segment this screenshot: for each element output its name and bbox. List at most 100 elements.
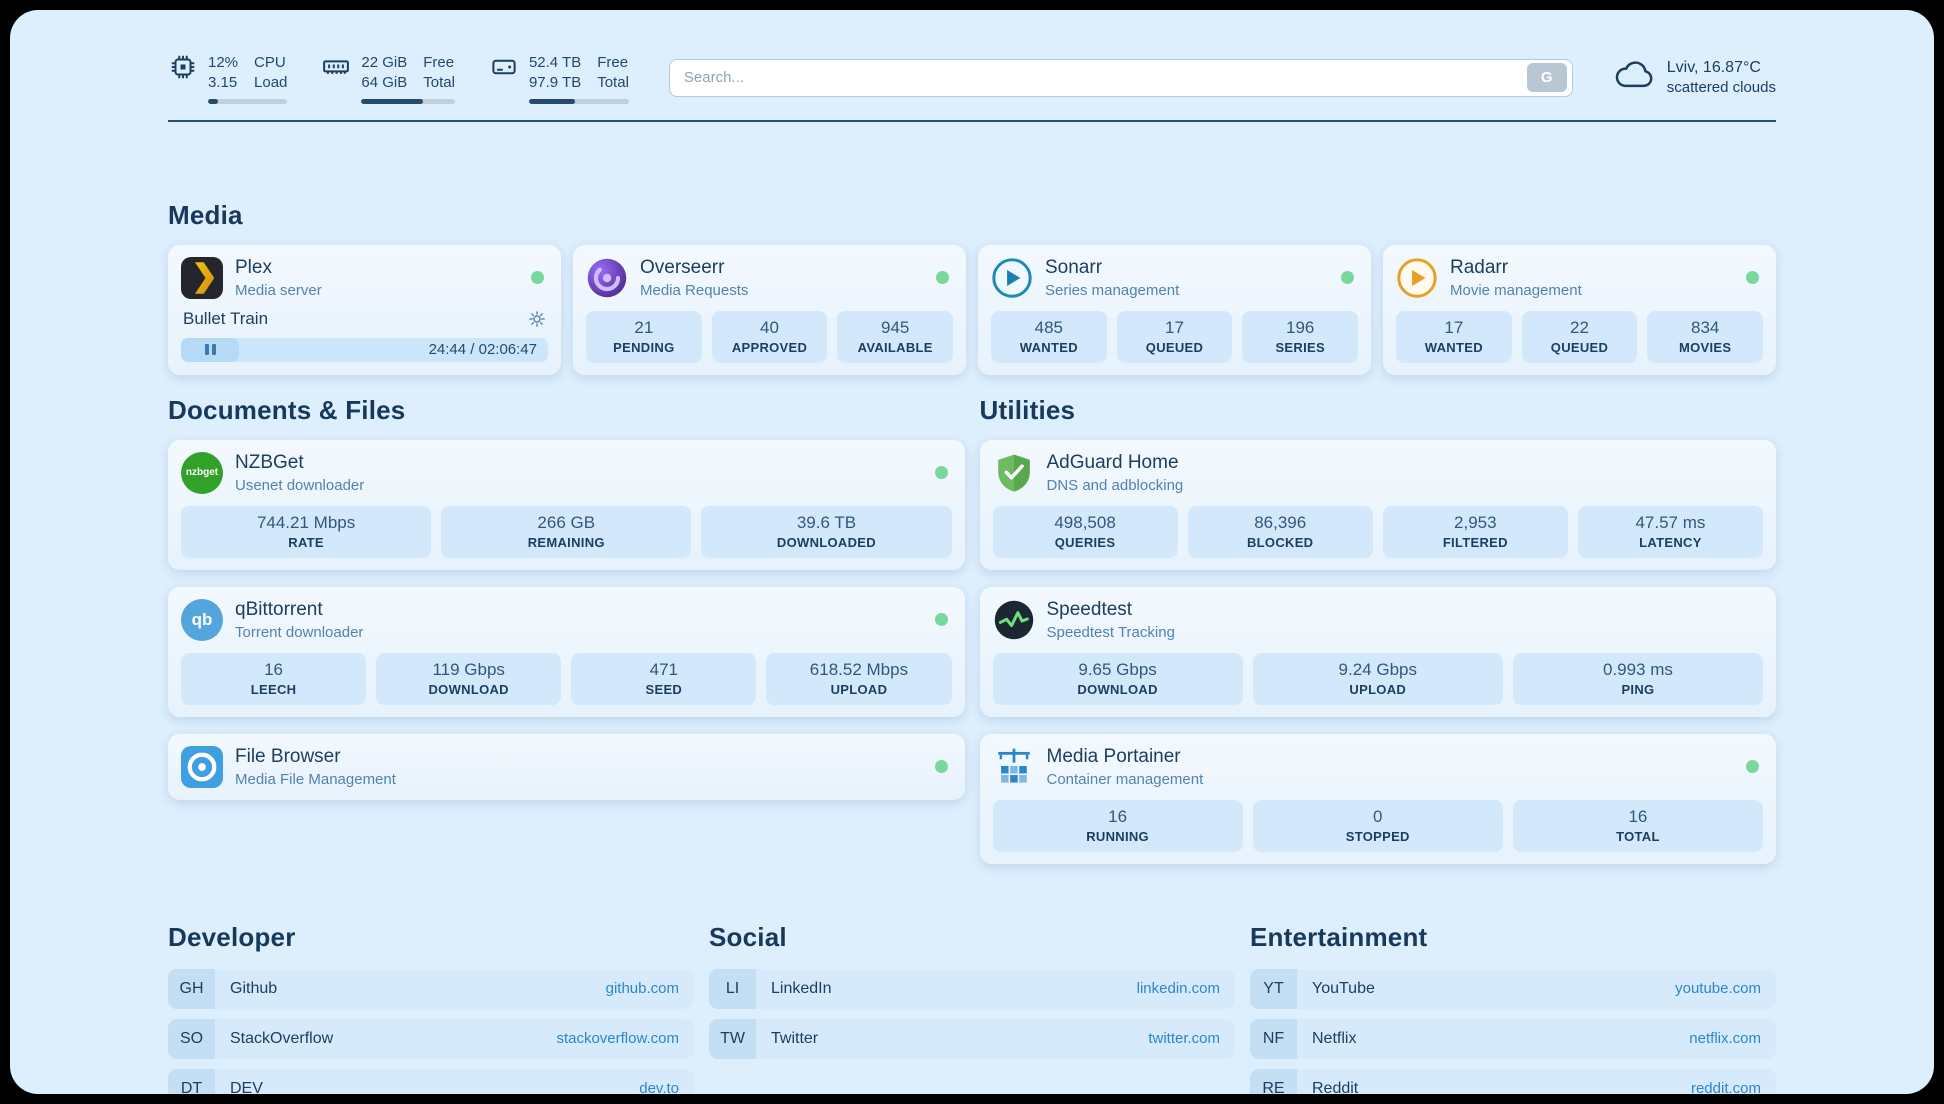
stat-value: 40 xyxy=(760,317,779,337)
disk-labels: Free Total xyxy=(597,54,629,91)
service-card-plex: Plex Media server Bullet Train 24:44 / 02:0… xyxy=(168,244,561,375)
bookmark-url: github.com xyxy=(605,980,679,998)
service-desc: Movie management xyxy=(1450,281,1582,299)
service-link-sonarr[interactable]: Sonarr Series management xyxy=(991,257,1358,299)
stat-latency: 47.57 ms LATENCY xyxy=(1577,505,1763,558)
bookmark-list: GH Github github.com SO StackOverflow stackov… xyxy=(168,968,694,1094)
stat-seed: 471 SEED xyxy=(571,652,757,705)
stat-label: LEECH xyxy=(250,681,297,697)
bookmark-name: LinkedIn xyxy=(771,979,832,997)
search-input[interactable] xyxy=(683,69,1527,87)
stat-value: 945 xyxy=(880,317,910,337)
status-dot-online xyxy=(936,271,949,285)
bookmark-name: DEV xyxy=(230,1079,263,1094)
stat-label: UPLOAD xyxy=(830,681,888,697)
stat-value: 9.24 Gbps xyxy=(1338,659,1417,679)
nzbget-icon: nzbget xyxy=(181,451,223,494)
bookmark-dev[interactable]: DT DEV dev.to xyxy=(168,1068,694,1094)
memory-widget: 22 GiB 64 GiB Free Total xyxy=(321,52,455,104)
service-desc: Torrent downloader xyxy=(235,623,364,641)
disk-icon xyxy=(489,52,519,82)
bookmark-abbr: DT xyxy=(168,1068,215,1094)
service-desc: Series management xyxy=(1045,281,1180,299)
bookmark-group-developer: Developer GH Github github.com SO StackOverfl… xyxy=(168,922,694,1094)
stat-value: 119 Gbps xyxy=(432,659,505,679)
service-link-nzbget[interactable]: nzbget NZBGet Usenet downloader xyxy=(181,451,952,494)
bookmark-linkedin[interactable]: LI LinkedIn linkedin.com xyxy=(709,968,1235,1009)
cpu-labels: CPU Load xyxy=(254,54,288,91)
stat-ping: 0.993 ms PING xyxy=(1512,652,1764,705)
memory-values: 22 GiB 64 GiB xyxy=(361,54,408,91)
service-link-speedtest[interactable]: Speedtest Speedtest Tracking xyxy=(993,599,1764,641)
service-stats: 16 LEECH 119 Gbps DOWNLOAD 471 SEED 618.52 Mbp… xyxy=(181,652,952,705)
service-stats: 485 WANTED 17 QUEUED 196 SERIES xyxy=(991,310,1359,363)
bookmark-abbr: YT xyxy=(1250,968,1297,1009)
bookmark-group-social: Social LI LinkedIn linkedin.com TW Twitter twi… xyxy=(709,922,1235,1069)
service-link-adguard-home[interactable]: AdGuard Home DNS and adblocking xyxy=(993,452,1764,494)
stat-label: REMAINING xyxy=(527,534,605,550)
stat-value: 266 GB xyxy=(537,512,596,532)
stat-running: 16 RUNNING xyxy=(992,799,1243,852)
bookmark-github[interactable]: GH Github github.com xyxy=(168,968,694,1009)
service-desc: Media File Management xyxy=(235,770,396,788)
stat-label: WANTED xyxy=(1424,339,1483,355)
bookmark-youtube[interactable]: YT YouTube youtube.com xyxy=(1250,968,1776,1009)
service-desc: Speedtest Tracking xyxy=(1046,623,1175,641)
playback-time: 24:44 / 02:06:47 xyxy=(428,341,537,359)
service-link-file-browser[interactable]: File Browser Media File Management xyxy=(181,745,952,788)
service-card-file-browser: File Browser Media File Management xyxy=(168,733,965,800)
bookmark-twitter[interactable]: TW Twitter twitter.com xyxy=(709,1018,1235,1059)
stat-value: 86,396 xyxy=(1254,512,1307,532)
service-name: AdGuard Home xyxy=(1046,451,1179,473)
stat-label: MOVIES xyxy=(1678,339,1732,355)
service-link-plex[interactable]: Plex Media server xyxy=(181,256,548,299)
cpu-icon xyxy=(168,52,198,82)
service-link-media-portainer[interactable]: Media Portainer Container management xyxy=(993,746,1764,788)
weather-widget: Lviv, 16.87°C scattered clouds xyxy=(1613,55,1776,100)
cpu-widget: 12% 3.15 CPU Load xyxy=(168,52,288,104)
utilities-stack: AdGuard Home DNS and adblocking 498,508 QUE… xyxy=(979,439,1776,864)
stat-downloaded: 39.6 TB DOWNLOADED xyxy=(701,505,952,558)
stat-label: DOWNLOAD xyxy=(1077,681,1158,697)
topbar-divider xyxy=(168,119,1776,122)
bookmark-list: YT YouTube youtube.com NF Netflix netflix.com… xyxy=(1250,968,1776,1094)
bookmark-reddit[interactable]: RE Reddit reddit.com xyxy=(1250,1068,1776,1094)
bookmark-stackoverflow[interactable]: SO StackOverflow stackoverflow.com xyxy=(168,1018,694,1059)
playback-progress-fill xyxy=(181,337,239,362)
stat-label: QUEUED xyxy=(1145,339,1204,355)
pause-icon[interactable] xyxy=(204,344,216,356)
stat-value: 21 xyxy=(634,317,654,337)
gear-icon[interactable] xyxy=(528,310,546,328)
bookmark-abbr: LI xyxy=(709,968,756,1009)
stat-label: DOWNLOAD xyxy=(428,681,509,697)
stat-download: 9.65 Gbps DOWNLOAD xyxy=(992,652,1243,705)
bookmark-url: youtube.com xyxy=(1675,980,1761,998)
service-link-overseerr[interactable]: Overseerr Media Requests xyxy=(586,257,953,299)
stat-approved: 40 APPROVED xyxy=(711,310,828,363)
section-title-entertainment: Entertainment xyxy=(1250,921,1428,952)
dashboard-page: 12% 3.15 CPU Load xyxy=(10,10,1934,1094)
service-link-radarr[interactable]: Radarr Movie management xyxy=(1396,257,1763,299)
bookmark-netflix[interactable]: NF Netflix netflix.com xyxy=(1250,1018,1776,1059)
service-link-qbittorrent[interactable]: qb qBittorrent Torrent downloader xyxy=(181,598,952,641)
stat-queries: 498,508 QUERIES xyxy=(992,505,1178,558)
stat-value: 834 xyxy=(1690,317,1720,337)
service-name: File Browser xyxy=(235,745,341,767)
service-desc: Container management xyxy=(1046,770,1204,788)
status-dot-online xyxy=(1746,271,1759,285)
stat-value: 22 xyxy=(1570,317,1589,337)
bookmark-url: reddit.com xyxy=(1690,1080,1761,1094)
service-card-media-portainer: Media Portainer Container management 16 RUN… xyxy=(979,733,1776,864)
stat-label: RATE xyxy=(288,534,324,550)
stat-wanted: 17 WANTED xyxy=(1396,310,1512,363)
stat-pending: 21 PENDING xyxy=(586,310,702,363)
service-name: Radarr xyxy=(1450,256,1509,278)
stat-value: 9.65 Gbps xyxy=(1078,659,1157,679)
service-stats: 498,508 QUERIES 86,396 BLOCKED 2,953 FILTERED… xyxy=(992,505,1763,558)
service-stats: 21 PENDING 40 APPROVED 945 AVAILABLE xyxy=(586,310,954,363)
search-provider-button[interactable]: G xyxy=(1526,63,1567,93)
stat-label: PING xyxy=(1621,681,1655,697)
stat-value: 485 xyxy=(1034,317,1064,337)
bookmark-name: YouTube xyxy=(1312,979,1375,997)
stat-value: 17 xyxy=(1444,317,1464,337)
